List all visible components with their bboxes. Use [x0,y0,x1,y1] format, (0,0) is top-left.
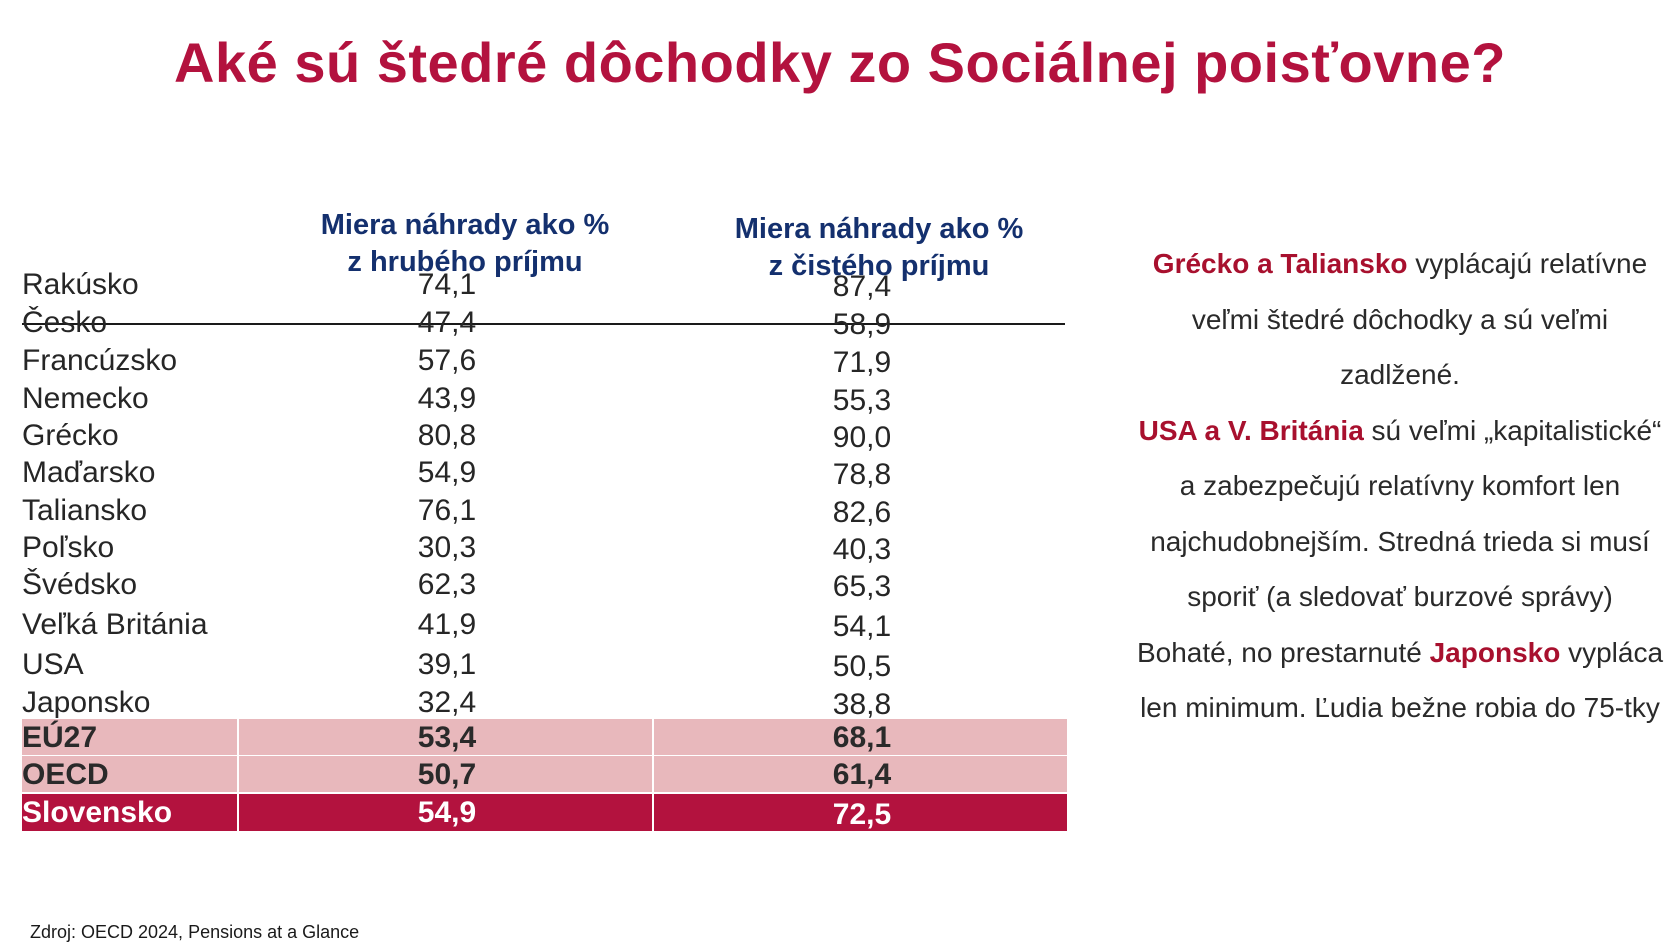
slovakia-row: Slovensko 54,9 72,5 [22,794,1067,831]
country-cell: EÚ27 [22,721,98,754]
commentary-text-1: vyplácajú relatívne veľmi štedré dôchodk… [1191,248,1648,390]
net-rate-cell: 65,3 [832,570,892,603]
table-row: Švédsko 62,3 65,3 [22,566,1067,606]
gross-rate-cell: 39,1 [417,648,477,681]
commentary-text-3b: vypláca len minimum. Ľudia bežne robia d… [1140,636,1664,724]
net-rate-cell: 54,1 [832,610,892,643]
net-rate-cell: 68,1 [832,721,892,754]
highlighted-row: EÚ27 53,4 68,1 [22,719,1067,755]
column-header-gross-line1: Miera náhrady ako % [320,209,610,241]
cell-separator [237,756,239,792]
column-header-gross-line2: z hrubého príjmu [347,246,583,278]
gross-rate-cell: 54,9 [417,456,477,489]
country-cell: Poľsko [22,531,115,564]
gross-rate-cell: 76,1 [417,494,477,527]
net-rate-cell: 40,3 [832,533,892,566]
gross-rate-cell: 54,9 [417,796,477,829]
column-header-net-line2: z čistého príjmu [768,250,990,282]
table-row: Rakúsko 74,1 87,4 [22,266,1067,306]
source-note: Zdroj: OECD 2024, Pensions at a Glance [30,922,360,942]
gross-rate-cell: 74,1 [417,268,477,301]
table-row: Česko 47,4 58,9 [22,304,1067,344]
net-rate-cell: 55,3 [832,384,892,417]
country-cell: Taliansko [22,494,148,527]
net-rate-cell: 58,9 [832,308,892,341]
commentary: Grécko a Taliansko vyplácajú relatívne v… [1130,236,1670,736]
header-divider [22,323,1065,325]
country-cell: Česko [22,306,108,339]
commentary-emphasis-3: Japonsko [1429,636,1561,668]
highlighted-row: OECD 50,7 61,4 [22,756,1067,792]
commentary-emphasis-2: USA a V. Británia [1138,414,1364,446]
table-row: Poľsko 30,3 40,3 [22,529,1067,569]
net-rate-cell: 61,4 [832,758,892,791]
table-row: Nemecko 43,9 55,3 [22,380,1067,420]
commentary-text-2: sú veľmi „kapitalistické“ a zabezpečujú … [1150,414,1662,613]
cell-separator [652,756,654,792]
column-header-net: Miera náhrady ako % z čistého príjmu [679,211,1079,285]
country-cell: Veľká Británia [22,608,208,641]
table-row: Veľká Británia 41,9 54,1 [22,606,1067,646]
gross-rate-cell: 53,4 [417,721,477,754]
commentary-paragraph-1: Grécko a Taliansko vyplácajú relatívne v… [1130,236,1670,403]
net-rate-cell: 87,4 [832,270,892,303]
gross-rate-cell: 30,3 [417,531,477,564]
commentary-emphasis-1: Grécko a Taliansko [1152,248,1408,279]
net-rate-cell: 82,6 [832,496,892,529]
cell-separator [652,794,654,831]
table-row: Taliansko 76,1 82,6 [22,492,1067,532]
gross-rate-cell: 62,3 [417,568,477,601]
net-rate-cell: 90,0 [832,421,892,454]
table-row: USA 39,1 50,5 [22,646,1067,686]
net-rate-cell: 38,8 [832,688,892,721]
table-row: Grécko 80,8 90,0 [22,417,1067,457]
net-rate-cell: 78,8 [832,458,892,491]
net-rate-cell: 50,5 [832,650,892,683]
country-cell: Slovensko [22,796,173,829]
column-header-gross: Miera náhrady ako % z hrubého príjmu [265,207,665,281]
net-rate-cell: 72,5 [832,798,892,831]
gross-rate-cell: 57,6 [417,344,477,377]
table-row: Maďarsko 54,9 78,8 [22,454,1067,494]
country-cell: USA [22,648,84,681]
cell-separator [237,794,239,831]
country-cell: Grécko [22,419,119,452]
country-cell: Rakúsko [22,268,139,301]
gross-rate-cell: 80,8 [417,419,477,452]
country-cell: Maďarsko [22,456,156,489]
commentary-text-3a: Bohaté, no prestarnuté [1136,636,1430,668]
column-header-net-line1: Miera náhrady ako % [734,213,1024,245]
country-cell: Nemecko [22,382,149,415]
country-cell: Japonsko [22,686,151,719]
commentary-paragraph-3: Bohaté, no prestarnuté Japonsko vypláca … [1130,625,1670,736]
gross-rate-cell: 32,4 [417,686,477,719]
country-cell: Švédsko [22,568,138,601]
gross-rate-cell: 50,7 [417,758,477,791]
gross-rate-cell: 41,9 [417,608,477,641]
gross-rate-cell: 43,9 [417,382,477,415]
commentary-paragraph-2: USA a V. Británia sú veľmi „kapitalistic… [1130,403,1670,625]
table-row: Japonsko 32,4 38,8 [22,684,1067,724]
cell-separator [652,719,654,755]
pension-table: Miera náhrady ako % z hrubého príjmu Mie… [22,200,1067,900]
table-row: Francúzsko 57,6 71,9 [22,342,1067,382]
page-title: Aké sú štedré dôchodky zo Sociálnej pois… [174,31,1506,94]
country-cell: Francúzsko [22,344,178,377]
country-cell: OECD [22,758,109,791]
cell-separator [237,719,239,755]
net-rate-cell: 71,9 [832,346,892,379]
gross-rate-cell: 47,4 [417,306,477,339]
